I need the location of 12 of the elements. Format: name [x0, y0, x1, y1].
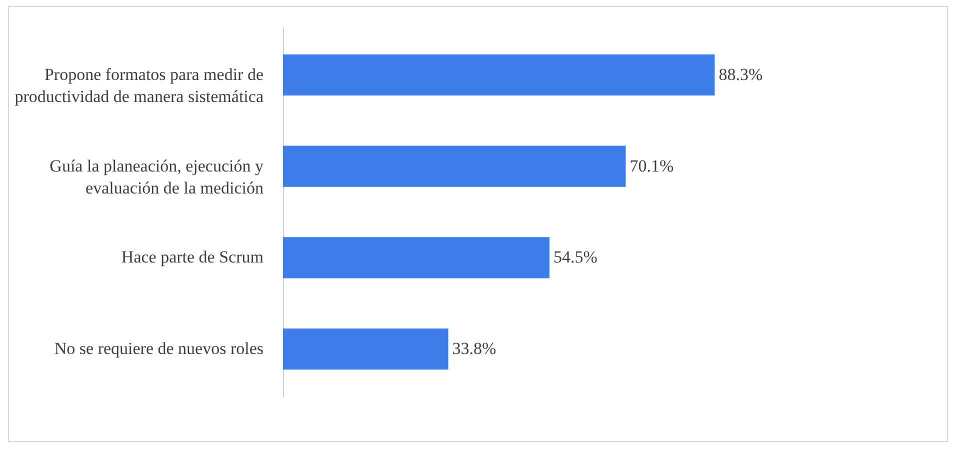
y-tick-label: Propone formatos para medir de productividad de manera sistemática: [14, 64, 264, 106]
data-label: 70.1%: [630, 156, 674, 176]
bar: [283, 328, 448, 370]
bar: [283, 54, 715, 96]
y-tick-label: Guía la planeación, ejecución y evaluación de la medición: [50, 156, 264, 198]
data-label: 88.3%: [718, 64, 763, 84]
data-label: 33.8%: [452, 339, 496, 358]
y-tick-label: No se requiere de nuevos roles: [54, 339, 264, 358]
bar: [283, 237, 550, 278]
data-label: 54.5%: [553, 248, 598, 267]
y-tick-label: Hace parte de Scrum: [121, 248, 264, 267]
bar: [283, 146, 626, 187]
